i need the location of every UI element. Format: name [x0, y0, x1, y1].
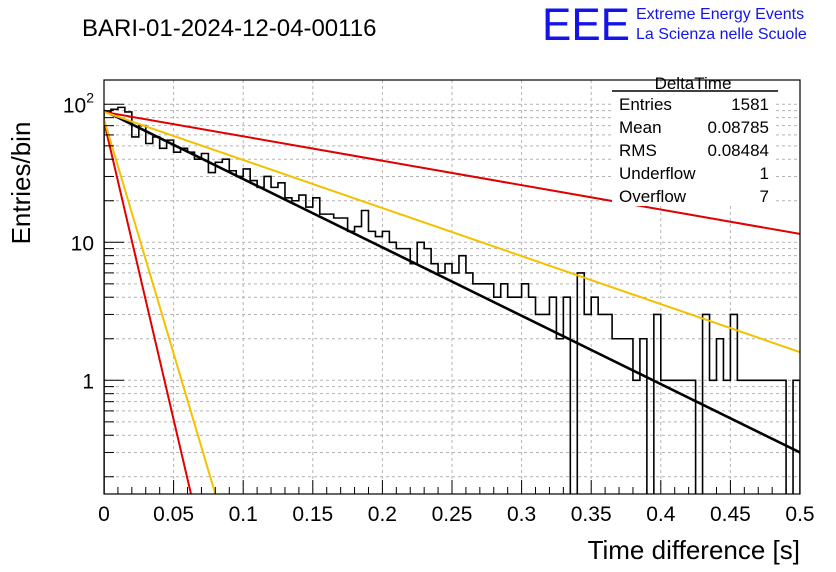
stats-label-overflow: Overflow: [619, 187, 687, 206]
series-line-red-fast: [104, 121, 192, 494]
series-line-exponential-fit: [104, 109, 800, 454]
y-tick-label: 102: [63, 89, 94, 117]
x-tick-label: 0.35: [571, 503, 612, 526]
x-axis-title: Time difference [s]: [588, 535, 800, 565]
stats-label-mean: Mean: [619, 118, 662, 137]
x-tick-label: 0.45: [710, 503, 751, 526]
stats-label-underflow: Underflow: [619, 164, 696, 183]
series-line-yellow-fast: [104, 118, 217, 494]
stats-background: [612, 88, 774, 206]
project-line2: La Scienza nelle Scuole: [636, 26, 807, 43]
stats-value-rms: 0.08484: [708, 141, 769, 160]
histogram: [104, 106, 800, 494]
x-tick-label: 0.25: [432, 503, 473, 526]
y-tick-label: 10: [71, 232, 94, 255]
series-line-yellow-slow: [104, 111, 800, 354]
stats-box: DeltaTime Entries 1581 Mean 0.08785 RMS …: [612, 74, 778, 206]
x-tick-label: 0.15: [292, 503, 333, 526]
grid-lines: [104, 80, 800, 494]
x-tick-label: 0.1: [229, 503, 258, 526]
axis-ticks: [103, 103, 801, 494]
run-title: BARI-01-2024-12-04-00116: [82, 15, 376, 42]
x-tick-label: 0.2: [368, 503, 397, 526]
histogram-outline: [104, 106, 800, 494]
x-tick-label: 0.4: [646, 503, 676, 526]
stats-value-mean: 0.08785: [708, 118, 769, 137]
y-axis-title: Entries/bin: [6, 122, 36, 245]
eee-logo: EEE Extreme Energy Events La Scienza nel…: [542, 0, 807, 50]
y-tick-label: 1: [82, 370, 94, 393]
logo-text: EEE: [542, 0, 630, 50]
tick-labels: 0 0.05 0.1 0.15 0.2 0.25 0.3 0.35 0.4 0.45 0.5 102 1…: [63, 89, 815, 526]
stats-value-entries: 1581: [731, 95, 769, 114]
stats-label-entries: Entries: [619, 95, 672, 114]
x-tick-label: 0.05: [153, 503, 194, 526]
project-line1: Extreme Energy Events: [636, 6, 804, 23]
stats-value-underflow: 1: [760, 164, 769, 183]
x-tick-label: 0.3: [507, 503, 536, 526]
series-line-red-slow: [104, 110, 800, 235]
stats-title: DeltaTime: [655, 74, 732, 93]
stats-value-overflow: 7: [760, 187, 769, 206]
fit-lines: [104, 109, 800, 494]
x-tick-label: 0: [98, 503, 110, 526]
stats-label-rms: RMS: [619, 141, 657, 160]
x-tick-label: 0.5: [785, 503, 814, 526]
